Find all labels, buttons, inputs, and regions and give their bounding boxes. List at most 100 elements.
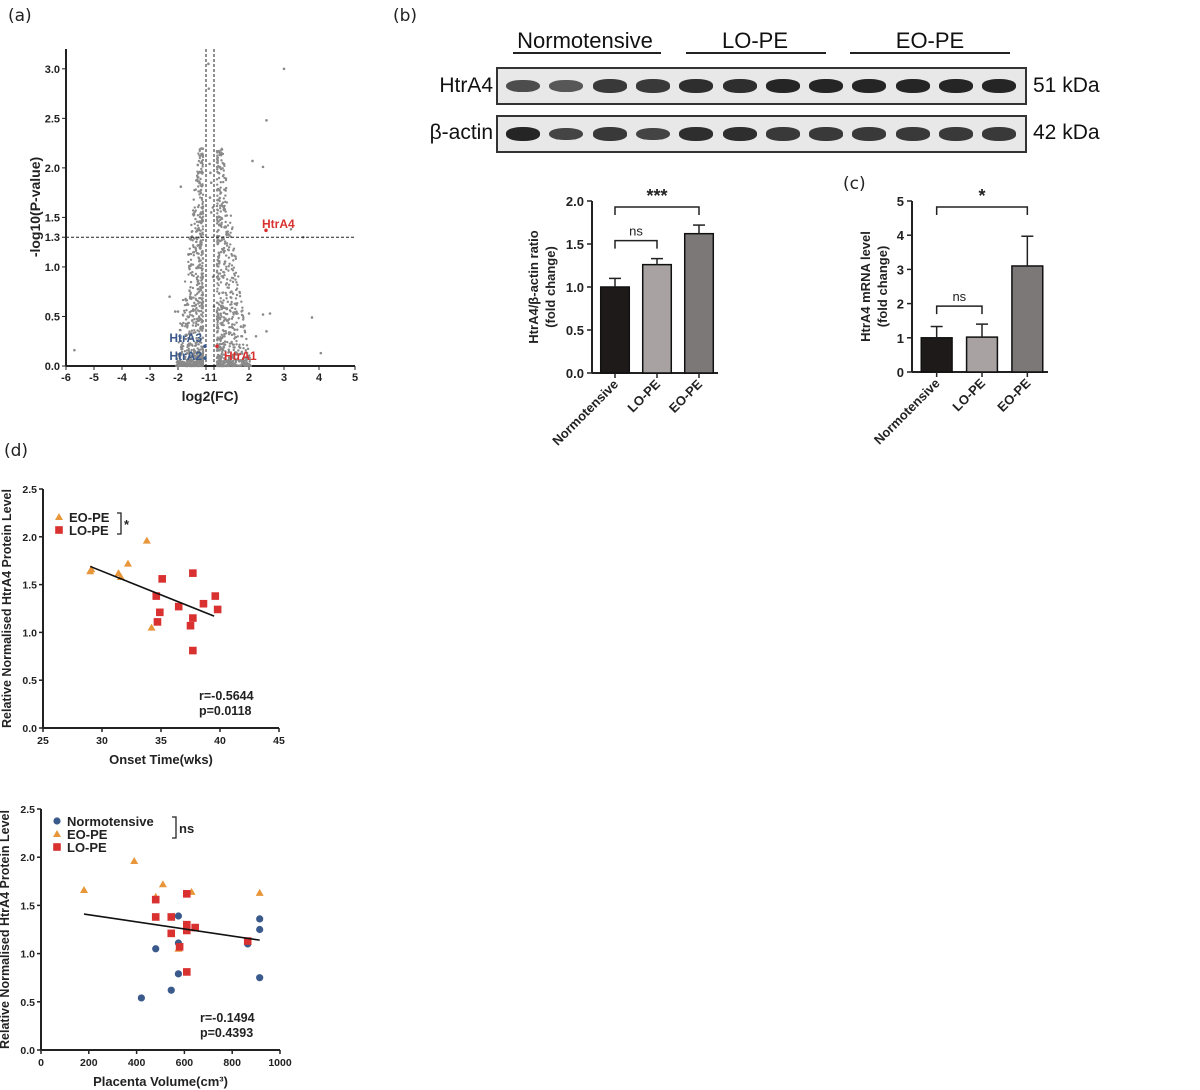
highlight-label-htra1: HtrA1 (224, 349, 257, 363)
volcano-point (195, 266, 198, 270)
volcano-point (219, 210, 222, 213)
y-tick-label: 2.0 (45, 163, 60, 175)
volcano-point (216, 199, 219, 202)
blot-band (852, 127, 887, 141)
volcano-point (218, 206, 222, 210)
volcano-point (215, 262, 219, 266)
x-axis-label: Onset Time(wks) (109, 752, 213, 767)
x-tick-label: 45 (273, 735, 285, 747)
blot-kda-htra4: 51 kDa (1033, 74, 1100, 97)
point-normotensive (256, 974, 264, 982)
x-tick-label: -6 (61, 372, 71, 384)
y-tick-label: 0.0 (45, 361, 60, 373)
volcano-point (189, 264, 192, 268)
volcano-point (197, 228, 201, 231)
volcano-point (218, 196, 221, 200)
volcano-point (221, 342, 225, 346)
volcano-point (198, 340, 201, 344)
volcano-point (236, 364, 239, 367)
volcano-point (236, 328, 239, 331)
blot-group-line (513, 52, 661, 54)
point-normotensive (256, 925, 264, 934)
volcano-point (227, 356, 231, 359)
volcano-point (232, 247, 236, 250)
point-eo-pe (158, 880, 167, 888)
volcano-point (193, 188, 196, 192)
volcano-point (197, 171, 200, 175)
volcano-point (201, 219, 204, 222)
volcano-point (216, 240, 219, 244)
volcano-point (199, 177, 202, 181)
volcano-point (242, 316, 245, 319)
volcano-point (248, 360, 251, 363)
volcano-point (227, 348, 230, 351)
volcano-point (193, 222, 196, 226)
volcano-point (182, 309, 186, 312)
y-tick-label: 0 (897, 365, 904, 380)
point-lo-pe (53, 843, 61, 851)
volcano-point (232, 346, 235, 349)
volcano-point (240, 350, 244, 354)
volcano-point (200, 302, 204, 305)
blot-band (506, 127, 540, 141)
x-tick-label: EO-PE (666, 376, 705, 415)
volcano-point (196, 288, 199, 291)
volcano-point (241, 343, 245, 346)
volcano-point (183, 350, 187, 353)
volcano-point (219, 218, 222, 222)
volcano-point (219, 356, 222, 360)
volcano-point (191, 304, 194, 308)
volcano-point (228, 345, 231, 348)
volcano-point (223, 188, 226, 191)
y-tick-label: 0.0 (20, 1045, 35, 1057)
y-axis-label: -log10(P-value) (27, 157, 43, 257)
volcano-point (236, 312, 239, 315)
point-lo-pe (153, 618, 162, 626)
blot-band (506, 79, 540, 93)
point-eo-pe (130, 857, 139, 865)
volcano-point (196, 350, 200, 353)
volcano-point (223, 318, 226, 322)
volcano-point (179, 185, 183, 188)
correlation-p: p=0.4393 (200, 1026, 253, 1040)
y-tick-label: 4 (897, 228, 905, 243)
panel-label-d: (d) (4, 441, 29, 461)
x-tick-label: 4 (316, 372, 323, 384)
volcano-point (230, 267, 234, 271)
y-tick-label: 1.0 (566, 280, 584, 295)
volcano-point (184, 324, 187, 328)
significance-label: * (978, 186, 985, 206)
volcano-point (225, 201, 229, 204)
volcano-point (201, 275, 205, 279)
volcano-point (173, 310, 177, 313)
point-eo-pe (80, 885, 89, 893)
volcano-point (248, 356, 251, 359)
blot-kda-actin: 42 kDa (1033, 121, 1100, 144)
volcano-point (220, 203, 223, 206)
volcano-point (201, 291, 204, 294)
volcano-point (230, 333, 234, 337)
volcano-point (190, 348, 193, 352)
volcano-point (194, 246, 197, 249)
volcano-point (223, 343, 227, 346)
volcano-point (234, 307, 237, 311)
legend-label: Normotensive (67, 814, 154, 829)
significance-bracket (614, 206, 700, 215)
volcano-point (230, 290, 233, 294)
volcano-point (200, 250, 204, 253)
volcano-point (194, 304, 197, 307)
volcano-point (181, 345, 185, 348)
blot-band (635, 79, 670, 93)
volcano-point (188, 247, 191, 250)
volcano-point (240, 300, 243, 303)
volcano-point (189, 236, 192, 239)
panel-label-a: (a) (8, 6, 32, 26)
volcano-point (228, 326, 231, 329)
blot-band (809, 127, 844, 141)
volcano-point (73, 348, 76, 352)
x-tick-label: -3 (145, 372, 155, 384)
volcano-point (199, 211, 203, 214)
y-tick-label: 0.0 (22, 723, 37, 735)
y-tick-label: 0.5 (20, 997, 35, 1009)
y-tick-label: 1.3 (45, 232, 60, 244)
